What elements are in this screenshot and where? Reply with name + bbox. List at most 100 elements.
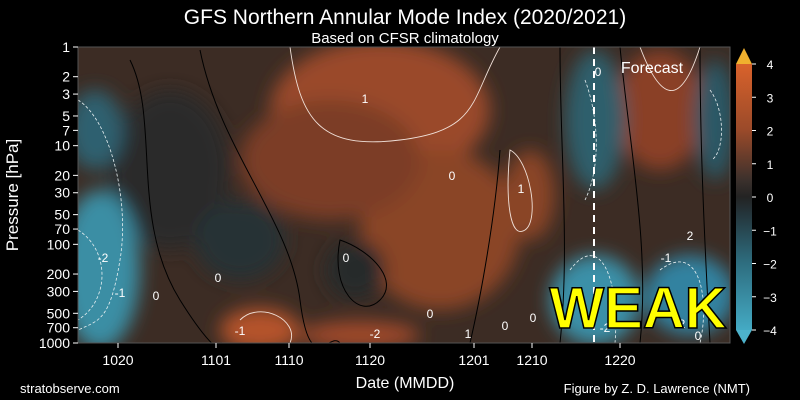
y-tick-label: 500 — [47, 305, 71, 321]
contour-line — [709, 89, 722, 161]
colorbar-max-extend — [736, 48, 752, 64]
anomaly-blob — [615, 50, 705, 170]
colorbar-tick-label: 4 — [767, 58, 774, 72]
contour-line — [337, 239, 387, 307]
anomaly-blob — [695, 60, 730, 180]
y-tick-label: 1 — [62, 39, 70, 55]
colorbar-tick-label: 0 — [767, 191, 774, 205]
anomaly-blob — [240, 100, 420, 220]
y-tick-label: 1000 — [39, 335, 70, 351]
contour-line — [659, 261, 705, 343]
colorbar-ticks: 4 3 2 1 0 −1 −2 −3 −4 — [752, 58, 777, 338]
contour-line — [78, 99, 123, 331]
x-axis: 1020 1101 1110 1120 1201 1210 1220 — [102, 343, 636, 368]
contour-label: 0 — [427, 307, 434, 321]
y-tick-label: 70 — [54, 221, 70, 237]
contour-label: 0 — [595, 65, 602, 79]
contour-line — [507, 149, 533, 232]
colorbar-min-extend — [736, 330, 752, 344]
y-tick-label: 20 — [54, 167, 70, 183]
anomaly-blob — [300, 321, 420, 343]
y-tick-label: 2 — [62, 69, 70, 85]
y-tick-label: 50 — [54, 207, 70, 223]
x-tick-label: 1120 — [355, 352, 385, 368]
contour-label: 0 — [153, 289, 160, 303]
colorbar: 4 3 2 1 0 −1 −2 −3 −4 — [736, 48, 777, 344]
x-tick-label: 1101 — [201, 352, 231, 368]
weak-overlay: WEAK — [549, 276, 726, 341]
contour-label: -2 — [675, 317, 686, 331]
x-tick-label: 1110 — [274, 352, 303, 368]
contour-label: -1 — [661, 251, 672, 265]
footer-source: stratobserve.com — [20, 381, 120, 396]
contour-line — [289, 47, 501, 143]
contour-line — [619, 47, 644, 343]
anomaly-blob — [110, 90, 230, 250]
contour-label: -1 — [235, 324, 246, 338]
contour-label: -2 — [600, 321, 611, 335]
x-tick-label: 1201 — [458, 352, 489, 368]
anomaly-blob — [325, 240, 385, 300]
x-axis-label: Date (MMDD) — [356, 375, 455, 392]
contour-label: 0 — [695, 329, 702, 343]
contour-line — [469, 149, 501, 343]
x-tick-label: 1210 — [516, 352, 547, 368]
contour-label: -2 — [370, 327, 381, 341]
y-tick-label: 10 — [54, 138, 70, 154]
colorbar-tick-label: −1 — [763, 224, 777, 238]
colorbar-tick-label: 1 — [767, 158, 774, 172]
contour-label: 0 — [343, 251, 350, 265]
y-tick-label: 100 — [47, 236, 71, 252]
x-tick-label: 1220 — [604, 352, 635, 368]
contour-line — [584, 79, 597, 201]
contour-line — [239, 311, 293, 343]
contour-label: 0 — [530, 311, 537, 325]
colorbar-tick-label: −2 — [763, 258, 777, 272]
anomaly-blob — [78, 190, 140, 343]
contour-line — [639, 47, 701, 91]
colorbar-tick-label: 3 — [767, 91, 774, 105]
contour-label: 1 — [518, 182, 525, 196]
y-tick-label: 5 — [62, 108, 70, 124]
contour-line — [78, 229, 103, 321]
y-tick-label: 3 — [62, 86, 70, 102]
contour-label: -2 — [98, 251, 109, 265]
contour-label: 0 — [502, 319, 509, 333]
contour-line — [569, 255, 617, 343]
negative-contours — [78, 79, 722, 343]
y-tick-label: 7 — [62, 122, 70, 138]
colorbar-tick-label: 2 — [767, 125, 774, 139]
anomaly-blob — [195, 200, 285, 280]
contour-labels: 1 0 1 0 -2 -1 0 0 0 0 0 -1 -2 -1 -2 1 0 2 -2 0 — [98, 65, 702, 343]
contour-label: -1 — [115, 286, 126, 300]
anomaly-field — [78, 47, 730, 343]
anomaly-blob — [505, 150, 555, 240]
positive-contours — [239, 47, 701, 343]
contour-label: 1 — [465, 327, 472, 341]
colorbar-gradient — [736, 64, 752, 330]
plot-area: 1 0 1 0 -2 -1 0 0 0 0 0 -1 -2 -1 -2 1 0 2 -2 0 — [78, 47, 730, 343]
contour-label: 2 — [687, 229, 694, 243]
contour-label: 0 — [215, 271, 222, 285]
plot-frame — [77, 46, 731, 344]
chart-title: GFS Northern Annular Mode Index (2020/20… — [184, 6, 626, 29]
y-tick-label: 700 — [47, 320, 71, 336]
forecast-label: Forecast — [621, 60, 684, 77]
contour-label: 0 — [449, 169, 456, 183]
anomaly-blob — [220, 308, 300, 343]
contour-line — [129, 59, 224, 343]
contour-line — [699, 47, 711, 343]
contour-label: 1 — [362, 92, 369, 106]
contour-line — [559, 47, 565, 343]
y-axis-label: Pressure [hPa] — [3, 139, 22, 251]
y-tick-label: 300 — [47, 283, 71, 299]
x-tick-label: 1020 — [102, 352, 133, 368]
y-tick-label: 30 — [54, 185, 70, 201]
colorbar-tick-label: −3 — [763, 291, 777, 305]
y-tick-label: 200 — [47, 266, 71, 282]
colorbar-tick-label: −4 — [763, 324, 777, 338]
contour-line — [199, 49, 341, 343]
footer-credit: Figure by Z. D. Lawrence (NMT) — [564, 381, 750, 396]
